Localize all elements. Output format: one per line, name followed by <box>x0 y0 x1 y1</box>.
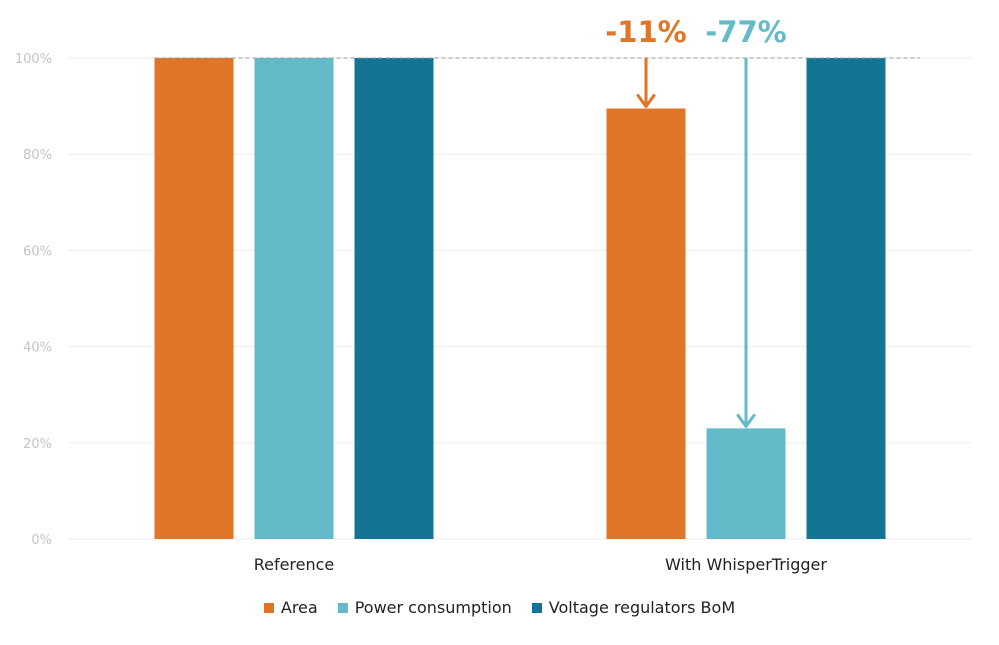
x-category-label: Reference <box>254 555 335 574</box>
y-tick-label: 80% <box>23 148 52 163</box>
bar-chart-svg: -11% -77% 0% 20% 40% 60% 80% 100% Reference With… <box>15 15 972 574</box>
bar-voltage-regulators-bom <box>806 58 886 539</box>
legend-label: Voltage regulators BoM <box>548 598 736 617</box>
bar-area <box>154 58 234 539</box>
y-tick-label: 40% <box>23 341 52 356</box>
legend-item: Area <box>263 598 318 617</box>
x-category-label: With WhisperTrigger <box>665 555 827 574</box>
legend-item: Power consumption <box>337 598 512 617</box>
bar-voltage-regulators-bom <box>354 58 434 539</box>
bar-power-consumption <box>706 428 786 539</box>
annotation-arrowhead <box>636 94 656 109</box>
legend-swatch <box>337 602 348 613</box>
bar-power-consumption <box>254 58 334 539</box>
legend-label: Area <box>280 598 318 617</box>
legend-swatch <box>531 602 542 613</box>
y-tick-label: 100% <box>15 52 52 67</box>
legend-label: Power consumption <box>354 598 512 617</box>
y-tick-label: 60% <box>23 244 52 259</box>
legend: Area Power consumption Voltage regulators … <box>0 598 999 617</box>
annotation-arrowhead <box>736 413 756 428</box>
legend-item: Voltage regulators BoM <box>531 598 736 617</box>
annotation-label: -77% <box>705 15 786 49</box>
annotation-label: -11% <box>605 15 686 49</box>
legend-swatch <box>263 602 274 613</box>
y-tick-label: 20% <box>23 437 52 452</box>
bar-area <box>606 108 686 539</box>
y-tick-label: 0% <box>31 533 52 548</box>
